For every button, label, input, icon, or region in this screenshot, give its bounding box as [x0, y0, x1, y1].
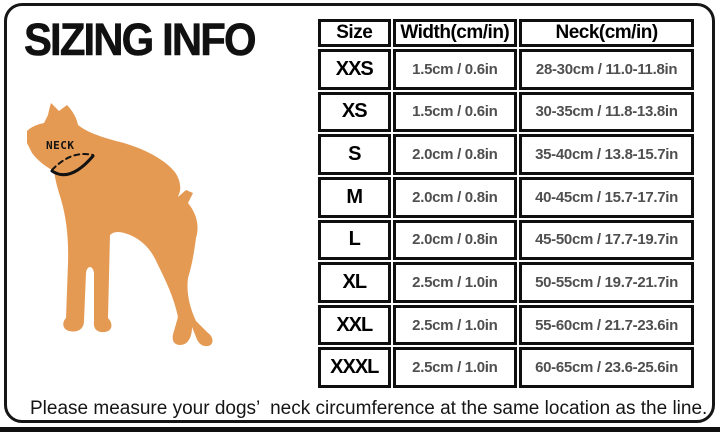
neck-collar-line-solid [50, 154, 95, 177]
size-cell: XXXL [318, 347, 391, 388]
neck-cell: 28-30cm / 11.0-11.8in [519, 49, 694, 90]
neck-collar-line-dashed [51, 153, 94, 171]
column-header-size: Size [318, 19, 391, 47]
page-title: SIZING INFO [24, 14, 257, 66]
dog-silhouette [27, 103, 213, 347]
neck-cell: 35-40cm / 13.8-15.7in [519, 134, 694, 175]
table-row: XS 1.5cm / 0.6in 30-35cm / 11.8-13.8in [318, 91, 694, 133]
size-cell: XXL [318, 304, 391, 346]
neck-label: NECK [46, 139, 75, 152]
dog-illustration-svg: NECK [27, 103, 213, 347]
neck-cell: 30-35cm / 11.8-13.8in [519, 91, 694, 133]
size-cell: L [318, 219, 391, 261]
neck-cell: 45-50cm / 17.7-19.7in [519, 219, 694, 261]
column-header-neck: Neck(cm/in) [519, 19, 694, 47]
width-cell: 1.5cm / 0.6in [392, 49, 518, 90]
caption-note: Please measure your dogs’ neck circumfer… [30, 398, 708, 419]
dog-illustration: NECK [16, 93, 231, 363]
width-cell: 2.5cm / 1.0in [392, 304, 518, 346]
width-cell: 2.5cm / 1.0in [392, 262, 518, 303]
rounded-border-frame [4, 3, 715, 423]
width-cell: 2.0cm / 0.8in [392, 134, 518, 175]
width-cell: 1.5cm / 0.6in [392, 91, 518, 133]
table-row: L 2.0cm / 0.8in 45-50cm / 17.7-19.7in [318, 219, 694, 261]
size-cell: S [318, 134, 391, 175]
width-cell: 2.0cm / 0.8in [392, 219, 518, 261]
table-row: XXL 2.5cm / 1.0in 55-60cm / 21.7-23.6in [318, 304, 694, 346]
neck-cell: 60-65cm / 23.6-25.6in [519, 347, 694, 388]
size-cell: XXS [318, 49, 391, 90]
size-cell: XS [318, 91, 391, 133]
width-cell: 2.5cm / 1.0in [392, 347, 518, 388]
table-row: XL 2.5cm / 1.0in 50-55cm / 19.7-21.7in [318, 262, 694, 303]
header-row: Size Width(cm/in) Neck(cm/in) [318, 19, 694, 47]
neck-cell: 40-45cm / 15.7-17.7in [519, 176, 694, 218]
neck-cell: 55-60cm / 21.7-23.6in [519, 304, 694, 346]
column-header-width: Width(cm/in) [392, 19, 518, 47]
table-row: M 2.0cm / 0.8in 40-45cm / 15.7-17.7in [318, 176, 694, 218]
bottom-edge-bar [0, 427, 720, 432]
sizing-table: Size Width(cm/in) Neck(cm/in) XXS 1.5cm … [316, 17, 696, 390]
neck-cell: 50-55cm / 19.7-21.7in [519, 262, 694, 303]
table-row: XXS 1.5cm / 0.6in 28-30cm / 11.0-11.8in [318, 49, 694, 90]
size-cell: XL [318, 262, 391, 303]
width-cell: 2.0cm / 0.8in [392, 176, 518, 218]
size-cell: M [318, 176, 391, 218]
table-row: S 2.0cm / 0.8in 35-40cm / 13.8-15.7in [318, 134, 694, 175]
table-row: XXXL 2.5cm / 1.0in 60-65cm / 23.6-25.6in [318, 347, 694, 388]
